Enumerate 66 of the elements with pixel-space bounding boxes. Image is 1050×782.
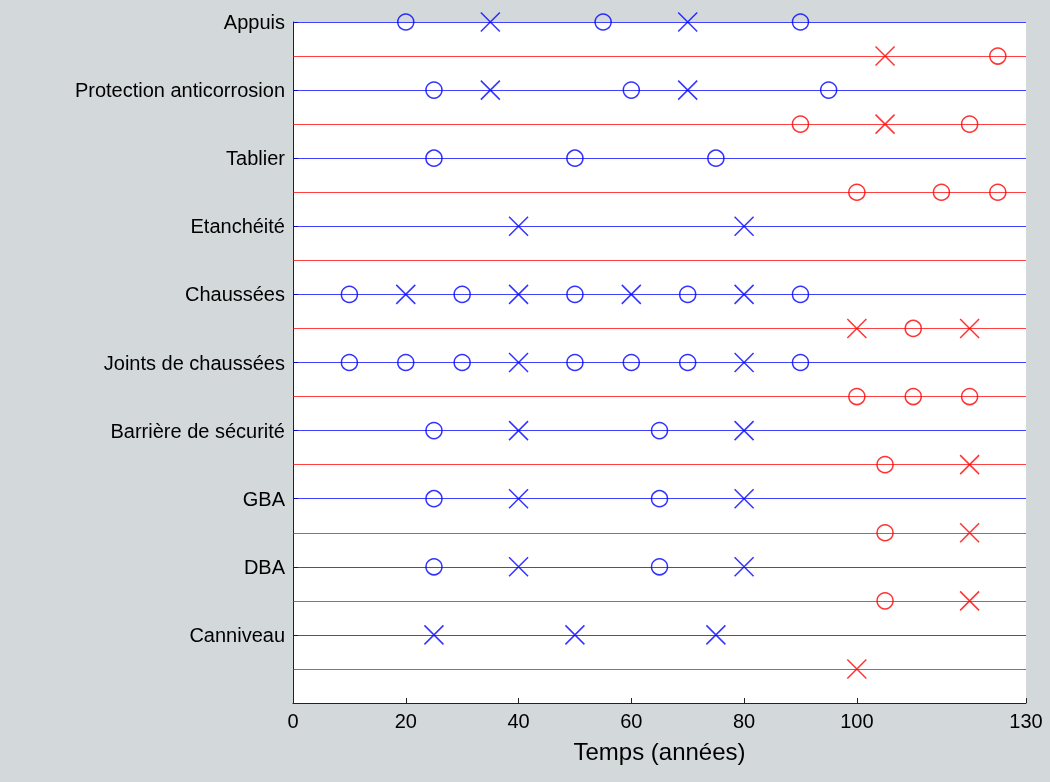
point	[508, 556, 529, 578]
point	[733, 556, 755, 578]
y-tick-label: Canniveau	[189, 623, 285, 646]
point	[564, 624, 586, 646]
point	[453, 285, 471, 304]
point	[622, 353, 641, 372]
y-tick-label: Etanchéité	[190, 215, 285, 238]
point	[733, 420, 755, 441]
point	[733, 216, 755, 237]
point	[876, 592, 894, 610]
y-tick-label: DBA	[243, 555, 286, 578]
point	[453, 353, 471, 372]
point	[791, 115, 810, 133]
point	[876, 455, 894, 474]
point	[876, 524, 894, 542]
x-tick-label: 100	[840, 710, 874, 732]
point	[621, 284, 642, 305]
point	[650, 489, 669, 508]
point	[508, 216, 529, 237]
point	[566, 285, 584, 304]
point	[566, 149, 584, 167]
point	[705, 624, 727, 646]
y-tick-label: Appuis	[223, 11, 285, 33]
x-axis-title: Temps (années)	[573, 737, 746, 765]
point	[677, 79, 698, 101]
y-tick-label: Barrière de sécurité	[110, 419, 285, 442]
point	[819, 81, 838, 99]
point	[791, 285, 810, 304]
point	[678, 285, 697, 304]
x-tick-label: 0	[287, 710, 299, 732]
y-tick-label: Protection anticorrosion	[74, 79, 285, 102]
point	[791, 13, 810, 31]
y-tick-label: Tablier	[226, 147, 286, 170]
point	[508, 284, 529, 305]
point	[622, 81, 641, 99]
point	[989, 47, 1007, 65]
y-tick-label: GBA	[242, 487, 286, 510]
point	[678, 353, 697, 372]
point	[508, 420, 529, 441]
point	[791, 353, 810, 372]
point	[508, 488, 529, 509]
x-tick-label: 130	[1009, 710, 1043, 732]
point	[848, 183, 866, 201]
y-tick-label: Chaussées	[184, 283, 285, 306]
point	[480, 11, 501, 33]
point	[508, 352, 529, 373]
point	[733, 352, 755, 373]
x-tick-label: 60	[620, 710, 643, 732]
point	[904, 319, 922, 338]
point	[395, 284, 417, 305]
point	[677, 11, 698, 33]
point	[480, 79, 501, 101]
x-tick-label: 20	[394, 710, 417, 732]
point	[650, 421, 669, 440]
y-tick-label: Joints de chaussées	[103, 351, 285, 374]
x-tick-label: 80	[732, 710, 756, 732]
point	[733, 488, 755, 509]
point	[566, 353, 584, 372]
point	[650, 558, 669, 576]
point	[397, 353, 415, 372]
point	[594, 13, 612, 31]
point	[707, 149, 725, 167]
point	[423, 624, 445, 646]
point	[848, 387, 866, 406]
x-tick-label: 40	[507, 710, 530, 732]
point	[733, 284, 755, 305]
